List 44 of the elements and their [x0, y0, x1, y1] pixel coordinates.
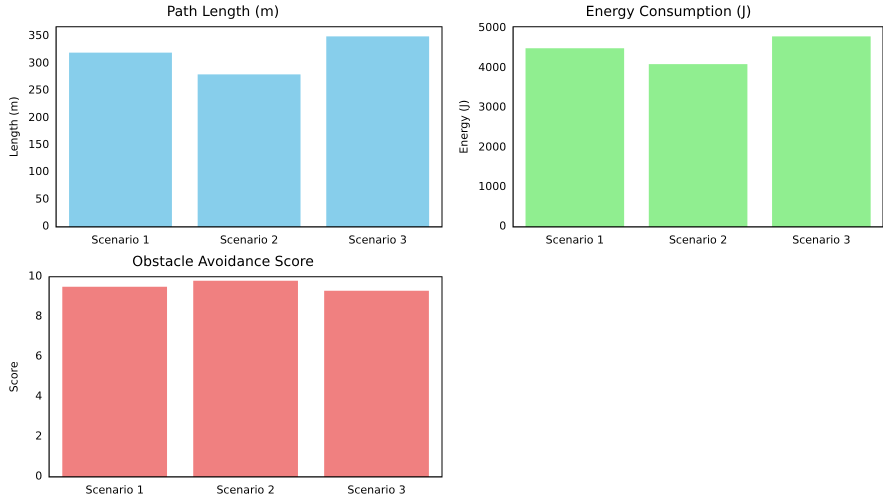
y-tick-label: 5000 — [478, 21, 506, 34]
y-tick-label: 1000 — [478, 180, 506, 193]
y-tick-label: 50 — [35, 192, 50, 206]
bar — [648, 64, 748, 227]
bar — [326, 36, 430, 227]
x-tick-label: Scenario 1 — [546, 233, 604, 246]
x-tick-label: Scenario 1 — [91, 233, 150, 246]
y-tick-label: 0 — [42, 220, 50, 233]
x-tick-label: Scenario 3 — [348, 233, 407, 246]
y-tick-label: 4000 — [478, 60, 506, 74]
bar — [198, 74, 301, 227]
y-tick-label: 250 — [28, 84, 50, 97]
x-tick-label: Scenario 2 — [220, 233, 278, 246]
y-tick-label: 10 — [28, 270, 42, 283]
chart-title: Obstacle Avoidance Score — [132, 254, 314, 270]
bar — [324, 290, 429, 477]
y-axis-title: Energy (J) — [457, 100, 470, 154]
bar — [772, 36, 871, 227]
y-tick-label: 2000 — [478, 140, 506, 154]
x-tick-label: Scenario 1 — [86, 483, 144, 496]
y-tick-label: 150 — [28, 138, 50, 152]
y-tick-label: 6 — [35, 350, 42, 363]
y-tick-label: 8 — [35, 310, 42, 323]
y-tick-label: 350 — [28, 29, 50, 42]
chart-title: Energy Consumption (J) — [586, 4, 752, 20]
y-tick-label: 0 — [35, 470, 42, 483]
bar — [69, 52, 172, 227]
chart-title: Path Length (m) — [166, 4, 280, 20]
y-tick-label: 100 — [28, 165, 50, 178]
y-tick-label: 0 — [499, 220, 506, 233]
bar — [526, 48, 624, 227]
x-tick-label: Scenario 3 — [792, 233, 851, 246]
y-tick-label: 3000 — [478, 100, 506, 114]
x-tick-label: Scenario 3 — [347, 483, 406, 496]
y-tick-label: 4 — [35, 390, 42, 403]
y-tick-label: 200 — [28, 110, 50, 124]
y-tick-label: 2 — [35, 430, 42, 443]
y-axis-title: Score — [7, 361, 20, 392]
bar — [193, 280, 298, 477]
y-tick-label: 300 — [28, 56, 50, 70]
x-tick-label: Scenario 2 — [668, 233, 728, 246]
x-tick-label: Scenario 2 — [216, 483, 275, 496]
y-axis-title: Length (m) — [7, 96, 20, 158]
bar — [62, 286, 168, 477]
